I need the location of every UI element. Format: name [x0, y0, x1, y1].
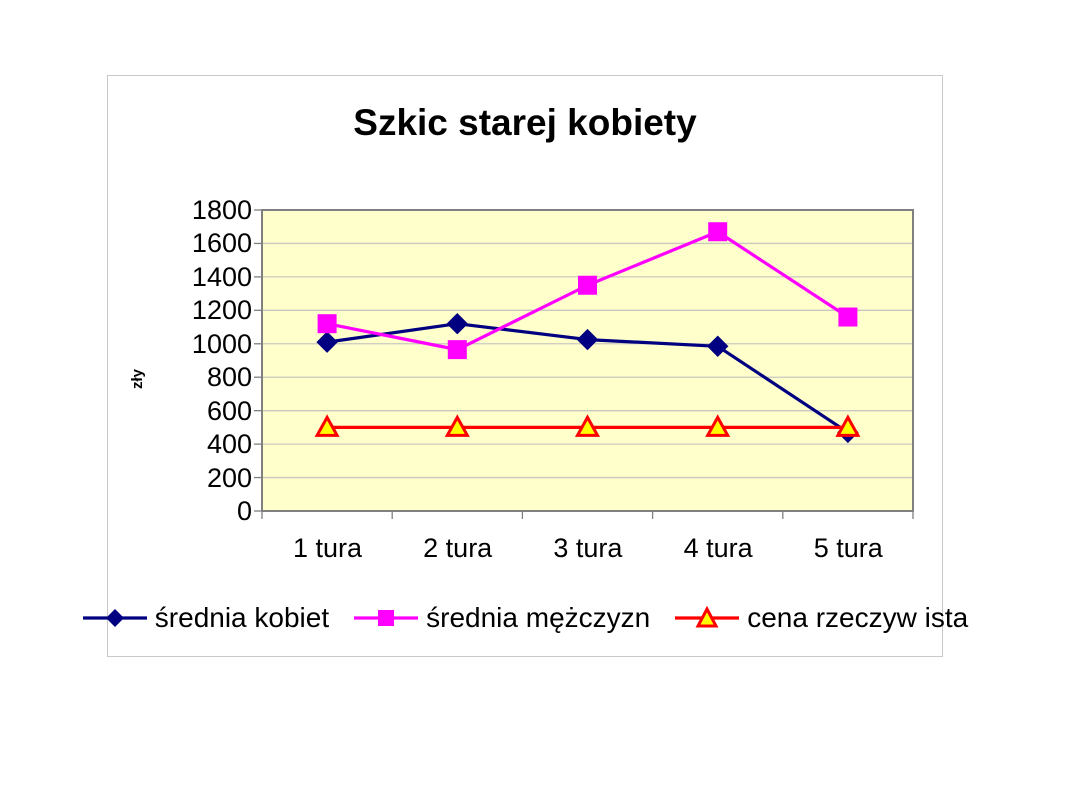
- y-tick-label: 200: [206, 462, 252, 493]
- series-rednia-m-czyzn-square-marker: [578, 275, 597, 295]
- square-legend-marker-icon: [354, 610, 419, 626]
- diamond-marker-glyph: [105, 609, 124, 627]
- plot-border: [261, 209, 914, 512]
- chart-title: Szkic starej kobiety: [353, 102, 697, 143]
- plot-area: [262, 210, 913, 511]
- square-marker-glyph: [378, 610, 395, 626]
- legend-label-cena-rzeczyw-ista: cena rzeczyw ista: [747, 602, 969, 633]
- x-category-label: 2 tura: [423, 533, 493, 563]
- y-tick-label: 1600: [191, 228, 252, 259]
- y-tick-label: 800: [206, 362, 252, 393]
- series-rednia-m-czyzn-square-marker: [838, 307, 858, 327]
- legend-label-rednia-m-czyzn: średnia mężczyzn: [426, 602, 651, 633]
- series-cena-rzeczyw-ista-triangle-marker: [705, 414, 731, 437]
- series-rednia-m-czyzn-square-marker: [708, 222, 728, 242]
- triangle-marker-glyph: [695, 605, 719, 628]
- y-tick-label: 1400: [191, 261, 252, 292]
- legend-item-rednia-kobiet: średnia kobiet: [82, 602, 329, 634]
- series-cena-rzeczyw-ista-triangle-marker: [444, 414, 470, 437]
- y-tick-label: 0: [236, 496, 252, 526]
- x-category-label: 4 tura: [683, 533, 753, 563]
- chart-legend: średnia kobiet średnia mężczyzn cena rzecz…: [82, 602, 968, 634]
- y-tick-label: 400: [206, 429, 252, 460]
- series-rednia-m-czyzn-square-marker: [447, 340, 467, 360]
- legend-item-cena-rzeczyw-ista: cena rzeczyw ista: [674, 602, 968, 634]
- series-rednia-kobiet-diamond-marker: [446, 313, 469, 335]
- legend-label-rednia-kobiet: średnia kobiet: [154, 602, 330, 633]
- x-category-label: 5 tura: [813, 533, 883, 563]
- diamond-legend-marker-icon: [82, 609, 147, 627]
- y-tick-label: 1000: [191, 328, 252, 359]
- series-rednia-kobiet-diamond-marker: [576, 328, 599, 351]
- y-tick-label: 600: [206, 395, 252, 426]
- series-cena-rzeczyw-ista-triangle-marker: [574, 414, 601, 437]
- series-rednia-kobiet-diamond-marker: [316, 331, 338, 353]
- x-category-label: 1 tura: [292, 533, 363, 563]
- y-tick-label: 1800: [191, 195, 252, 225]
- series-rednia-kobiet-diamond-marker: [706, 335, 729, 357]
- x-category-label: 3 tura: [553, 533, 623, 563]
- y-tick-label: 1200: [191, 295, 252, 326]
- legend-item-rednia-m-czyzn: średnia mężczyzn: [353, 602, 650, 634]
- series-rednia-m-czyzn-square-marker: [317, 314, 337, 334]
- series-cena-rzeczyw-ista-triangle-marker: [835, 414, 861, 437]
- series-cena-rzeczyw-ista-triangle-marker: [314, 414, 340, 437]
- triangle-legend-marker-icon: [675, 605, 740, 628]
